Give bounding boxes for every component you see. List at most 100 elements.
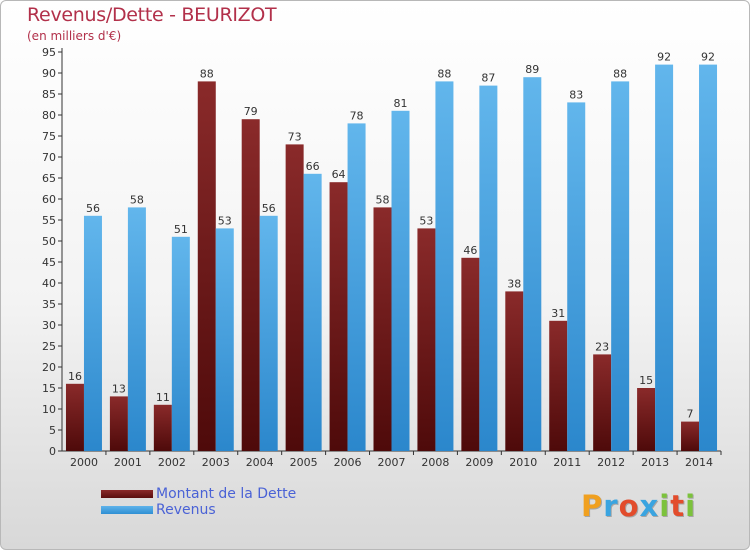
data-label-debt: 79 [244,105,258,118]
data-label-debt: 23 [595,340,609,353]
data-label-debt: 73 [288,130,302,143]
x-tick-label: 2002 [158,456,186,469]
x-tick-label: 2009 [465,456,493,469]
bar-revenue [435,81,454,452]
bar-debt [461,257,480,451]
bar-revenue [567,102,586,452]
data-label-debt: 16 [68,370,82,383]
data-label-revenue: 83 [569,88,583,101]
data-label-revenue: 92 [701,51,715,64]
y-tick-label: 40 [42,277,56,290]
data-label-debt: 13 [112,382,126,395]
y-tick-label: 15 [42,382,56,395]
bar-revenue [391,110,410,452]
bar-debt [197,81,216,452]
data-label-debt: 58 [376,193,390,206]
x-tick-label: 2013 [641,456,669,469]
bar-debt [417,228,436,451]
x-tick-label: 2005 [290,456,318,469]
legend-label-revenue: Revenus [156,502,216,518]
y-tick-label: 90 [42,67,56,80]
bar-revenue [259,215,278,451]
logo-letter: x [639,489,660,523]
x-tick-label: 2011 [553,456,581,469]
x-tick-label: 2008 [421,456,449,469]
legend-swatch-debt [101,490,153,498]
logo-letter: i [659,489,671,523]
y-tick-label: 70 [42,151,56,164]
y-tick-label: 45 [42,256,56,269]
data-label-revenue: 92 [657,51,671,64]
bar-debt [329,182,348,451]
data-label-revenue: 88 [613,67,627,80]
data-label-revenue: 81 [394,97,408,110]
x-tick-label: 2003 [202,456,230,469]
data-label-debt: 88 [200,67,214,80]
bar-revenue [611,81,630,452]
logo-letter: P [581,489,604,523]
data-label-revenue: 53 [218,214,232,227]
bar-debt [65,383,84,451]
data-label-debt: 15 [639,374,653,387]
data-label-revenue: 78 [350,109,364,122]
y-tick-label: 5 [49,424,56,437]
data-label-revenue: 56 [86,202,100,215]
x-tick-label: 2006 [334,456,362,469]
y-tick-label: 85 [42,88,56,101]
bar-debt [373,207,392,451]
logo-letter: t [670,489,686,523]
logo-letter: i [685,489,697,523]
y-tick-label: 75 [42,130,56,143]
bar-debt [241,119,260,451]
y-tick-label: 50 [42,235,56,248]
x-tick-label: 2007 [378,456,406,469]
legend-swatch-revenue [101,506,153,514]
bar-revenue [171,236,190,451]
bar-revenue [347,123,366,452]
data-label-debt: 31 [551,307,565,320]
data-label-revenue: 51 [174,223,188,236]
data-label-revenue: 66 [306,160,320,173]
x-tick-label: 2014 [685,456,713,469]
data-label-revenue: 88 [437,67,451,80]
bar-revenue [127,207,146,451]
data-label-revenue: 89 [525,63,539,76]
bar-debt [681,421,700,451]
y-tick-label: 25 [42,340,56,353]
bar-debt [109,396,128,451]
data-label-debt: 64 [332,168,346,181]
y-tick-label: 65 [42,172,56,185]
y-tick-label: 60 [42,193,56,206]
legend-label-debt: Montant de la Dette [156,486,297,502]
y-tick-label: 30 [42,319,56,332]
data-label-revenue: 87 [481,72,495,85]
data-label-revenue: 56 [262,202,276,215]
bar-debt [593,354,612,451]
x-tick-label: 2010 [509,456,537,469]
bar-debt [153,404,172,451]
bar-debt [505,291,524,451]
logo-letter: o [618,489,640,523]
data-label-debt: 38 [507,277,521,290]
bar-revenue [699,64,718,451]
bar-revenue [523,77,542,451]
bar-revenue [215,228,234,451]
chart-title: Revenus/Dette - BEURIZOT [27,4,277,26]
logo-letter: r [603,489,619,523]
data-label-debt: 7 [687,408,694,421]
x-tick-label: 2004 [246,456,274,469]
y-tick-label: 0 [49,445,56,458]
bar-debt [285,144,304,451]
y-tick-label: 80 [42,109,56,122]
data-label-debt: 11 [156,391,170,404]
data-label-debt: 46 [463,244,477,257]
bar-revenue [83,215,102,451]
x-tick-label: 2000 [70,456,98,469]
x-tick-label: 2001 [114,456,142,469]
y-tick-label: 10 [42,403,56,416]
chart-subtitle: (en milliers d'€) [27,29,122,43]
y-tick-label: 20 [42,361,56,374]
bar-revenue [303,173,322,452]
